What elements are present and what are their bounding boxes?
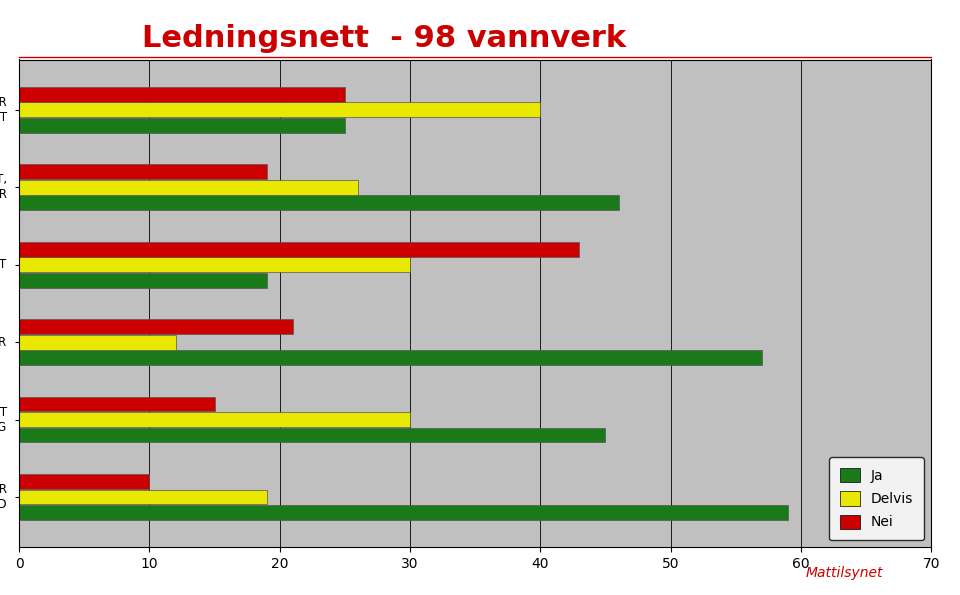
Bar [19,273,267,287]
Text: Ledningsnett  - 98 vannverk: Ledningsnett - 98 vannverk [142,24,626,53]
Bar [19,320,293,334]
Bar [19,428,606,443]
Bar [19,242,580,256]
Bar [19,397,215,412]
Bar [19,335,176,349]
Bar [19,164,267,179]
Bar [19,505,788,520]
Bar [19,118,345,133]
Bar [19,87,345,102]
Bar [19,350,762,365]
Bar [19,490,267,505]
Bar [19,474,150,489]
Bar [19,195,618,210]
Bar [19,180,358,195]
Bar [19,412,410,427]
Text: Mattilsynet: Mattilsynet [806,566,883,580]
Bar [19,102,540,117]
Bar [19,258,410,272]
Legend: Ja, Delvis, Nei: Ja, Delvis, Nei [829,457,924,540]
